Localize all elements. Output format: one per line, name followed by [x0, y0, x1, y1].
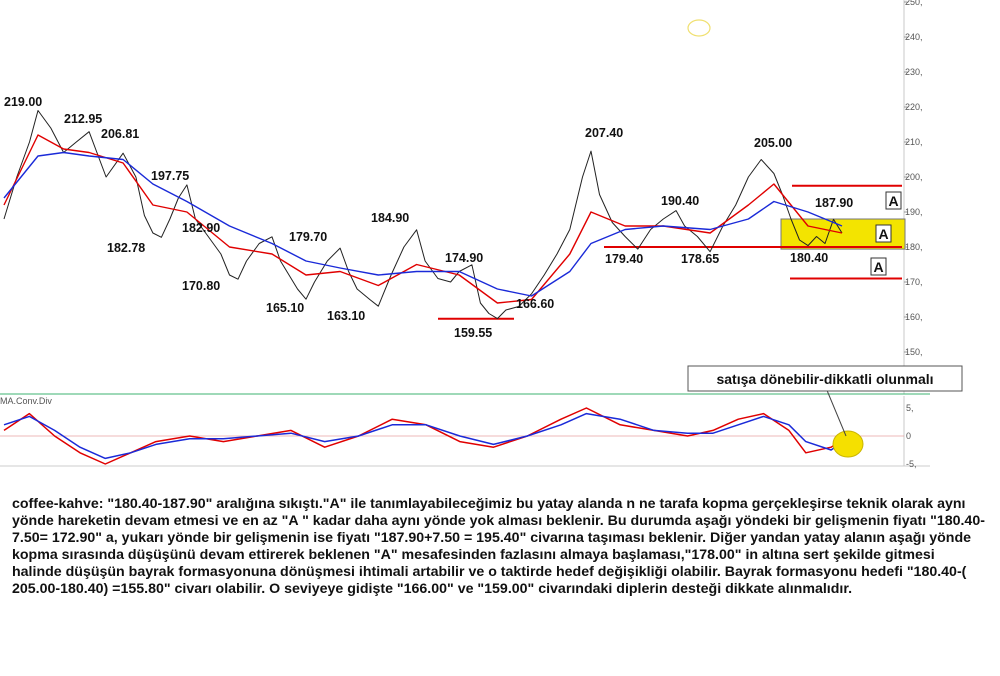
price-label: 178.65 — [681, 252, 719, 266]
macd-panel-title: MA.Conv.Div — [0, 396, 52, 406]
price-tick-layer: 250, 240, 230, 220, 210, 200, 190, 180, 170, 160,… — [904, 0, 923, 357]
price-tick-label: 250, — [905, 0, 923, 7]
a-label-bottom: A — [873, 259, 883, 275]
price-label: 187.90 — [815, 196, 853, 210]
macd-tick-layer: 5, 0 -5, — [906, 403, 917, 469]
price-label: 182.78 — [107, 241, 145, 255]
price-label: 159.55 — [454, 326, 492, 340]
a-label-top: A — [888, 193, 898, 209]
price-label: 179.40 — [605, 252, 643, 266]
slow-average-line — [3, 151, 843, 297]
price-series-layer — [3, 110, 843, 320]
fast-average-line — [3, 134, 843, 304]
price-label: 179.70 — [289, 230, 327, 244]
marker-circle — [687, 19, 711, 37]
level-lines-layer — [438, 184, 902, 320]
price-label: 174.90 — [445, 251, 483, 265]
macd-blue-line — [3, 412, 849, 460]
price-tick-label: 150, — [905, 347, 923, 357]
price-label: 170.80 — [182, 279, 220, 293]
a-box-middle — [875, 224, 892, 243]
price-label: 205.00 — [754, 136, 792, 150]
macd-series-layer — [3, 407, 849, 465]
macd-tick-label: 0 — [906, 431, 911, 441]
price-label: 206.81 — [101, 127, 139, 141]
price-chart: 250, 240, 230, 220, 210, 200, 190, 180, 170, 160,… — [0, 0, 963, 469]
callout-text: satışa dönebilir-dikkatli olunmalı — [716, 371, 933, 387]
a-box-bottom — [870, 257, 887, 276]
price-label: 190.40 — [661, 194, 699, 208]
price-label: 182.90 — [182, 221, 220, 235]
price-tick-label: 190, — [905, 207, 923, 217]
callout-box — [687, 365, 963, 392]
macd-tick-label: -5, — [906, 459, 917, 469]
price-label: 219.00 — [4, 95, 42, 109]
price-label: 163.10 — [327, 309, 365, 323]
a-box-top — [885, 191, 902, 210]
price-label: 212.95 — [64, 112, 102, 126]
price-tick-label: 180, — [905, 242, 923, 252]
price-label: 166.60 — [516, 297, 554, 311]
price-tick-label: 240, — [905, 32, 923, 42]
price-label: 184.90 — [371, 211, 409, 225]
callout-pointer — [825, 387, 847, 437]
price-tick-label: 220, — [905, 102, 923, 112]
price-tick-label: 200, — [905, 172, 923, 182]
price-tick-label: 210, — [905, 137, 923, 147]
price-label: 165.10 — [266, 301, 304, 315]
price-tick-label: 170, — [905, 277, 923, 287]
price-label: 207.40 — [585, 126, 623, 140]
price-tick-label: 160, — [905, 312, 923, 322]
price-line — [3, 110, 843, 320]
macd-tick-label: 5, — [906, 403, 914, 413]
price-label: 180.40 — [790, 251, 828, 265]
price-label: 197.75 — [151, 169, 189, 183]
macd-red-line — [3, 407, 849, 465]
a-label-middle: A — [878, 226, 888, 242]
price-tick-label: 230, — [905, 67, 923, 77]
analysis-commentary: coffee-kahve: "180.40-187.90" aralığına … — [12, 496, 985, 597]
macd-highlight-circle — [832, 430, 864, 458]
